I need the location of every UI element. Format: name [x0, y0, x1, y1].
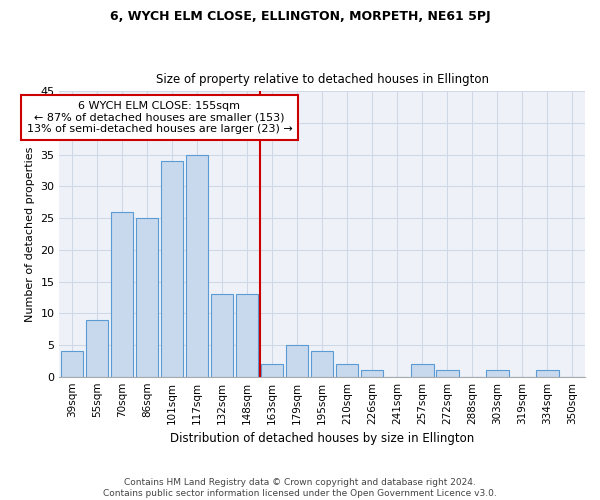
Bar [336, 364, 358, 376]
Bar [436, 370, 458, 376]
X-axis label: Distribution of detached houses by size in Ellington: Distribution of detached houses by size … [170, 432, 474, 445]
Bar [136, 218, 158, 376]
Bar [86, 320, 108, 376]
Bar [536, 370, 559, 376]
Text: 6, WYCH ELM CLOSE, ELLINGTON, MORPETH, NE61 5PJ: 6, WYCH ELM CLOSE, ELLINGTON, MORPETH, N… [110, 10, 490, 23]
Bar [110, 212, 133, 376]
Text: Contains HM Land Registry data © Crown copyright and database right 2024.
Contai: Contains HM Land Registry data © Crown c… [103, 478, 497, 498]
Bar [211, 294, 233, 376]
Bar [361, 370, 383, 376]
Title: Size of property relative to detached houses in Ellington: Size of property relative to detached ho… [155, 73, 488, 86]
Bar [186, 154, 208, 376]
Y-axis label: Number of detached properties: Number of detached properties [25, 146, 35, 322]
Bar [311, 352, 334, 376]
Bar [261, 364, 283, 376]
Bar [161, 161, 183, 376]
Bar [236, 294, 259, 376]
Bar [286, 345, 308, 376]
Bar [61, 352, 83, 376]
Text: 6 WYCH ELM CLOSE: 155sqm
← 87% of detached houses are smaller (153)
13% of semi-: 6 WYCH ELM CLOSE: 155sqm ← 87% of detach… [26, 101, 292, 134]
Bar [486, 370, 509, 376]
Bar [411, 364, 434, 376]
